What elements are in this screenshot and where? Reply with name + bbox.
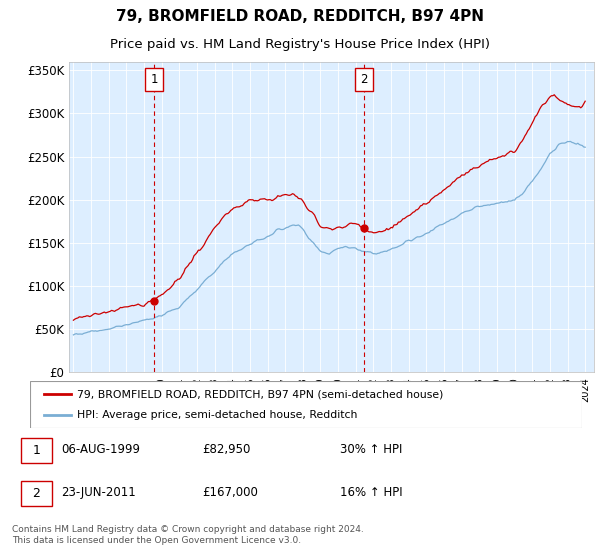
Bar xyxy=(355,68,373,91)
Text: Price paid vs. HM Land Registry's House Price Index (HPI): Price paid vs. HM Land Registry's House … xyxy=(110,38,490,51)
Text: 30% ↑ HPI: 30% ↑ HPI xyxy=(340,443,403,456)
Text: HPI: Average price, semi-detached house, Redditch: HPI: Average price, semi-detached house,… xyxy=(77,410,357,420)
Text: Contains HM Land Registry data © Crown copyright and database right 2024.
This d: Contains HM Land Registry data © Crown c… xyxy=(12,525,364,545)
Text: 1: 1 xyxy=(32,444,40,456)
Text: 1: 1 xyxy=(151,73,158,86)
Text: 79, BROMFIELD ROAD, REDDITCH, B97 4PN: 79, BROMFIELD ROAD, REDDITCH, B97 4PN xyxy=(116,9,484,24)
Text: 2: 2 xyxy=(361,73,368,86)
Text: £82,950: £82,950 xyxy=(202,443,250,456)
Bar xyxy=(20,480,52,506)
Text: £167,000: £167,000 xyxy=(202,486,258,499)
Text: 16% ↑ HPI: 16% ↑ HPI xyxy=(340,486,403,499)
Bar xyxy=(145,68,163,91)
Text: 23-JUN-2011: 23-JUN-2011 xyxy=(61,486,136,499)
Text: 06-AUG-1999: 06-AUG-1999 xyxy=(61,443,140,456)
Text: 79, BROMFIELD ROAD, REDDITCH, B97 4PN (semi-detached house): 79, BROMFIELD ROAD, REDDITCH, B97 4PN (s… xyxy=(77,389,443,399)
Bar xyxy=(20,437,52,463)
Text: 2: 2 xyxy=(32,487,40,500)
